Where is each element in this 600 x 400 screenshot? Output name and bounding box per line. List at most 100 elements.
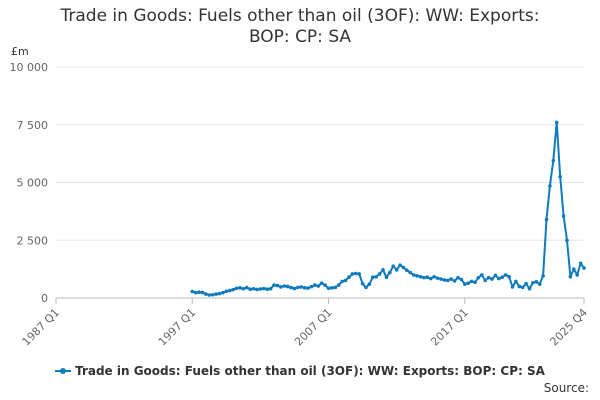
data-point[interactable] — [248, 287, 252, 292]
data-point[interactable] — [296, 285, 300, 290]
data-point[interactable] — [251, 286, 256, 291]
data-point[interactable] — [551, 158, 556, 163]
data-point[interactable] — [306, 286, 310, 290]
data-point[interactable] — [507, 274, 511, 279]
data-point[interactable] — [473, 280, 477, 285]
data-point[interactable] — [374, 274, 379, 279]
data-point[interactable] — [445, 278, 450, 283]
data-point[interactable] — [405, 268, 409, 273]
data-point[interactable] — [435, 276, 440, 280]
data-point[interactable] — [582, 266, 586, 270]
data-point[interactable] — [575, 273, 579, 277]
data-point[interactable] — [367, 282, 372, 286]
data-point[interactable] — [442, 278, 447, 282]
data-point[interactable] — [285, 284, 290, 289]
data-point[interactable] — [265, 287, 270, 292]
data-point[interactable] — [282, 284, 287, 288]
data-point[interactable] — [330, 286, 334, 290]
data-point[interactable] — [279, 285, 283, 289]
data-point[interactable] — [193, 290, 198, 295]
data-point[interactable] — [234, 286, 239, 291]
data-point[interactable] — [214, 292, 218, 296]
data-point[interactable] — [548, 184, 552, 188]
data-point[interactable] — [353, 271, 358, 276]
data-point[interactable] — [480, 273, 484, 277]
data-point[interactable] — [537, 282, 542, 286]
data-point[interactable] — [565, 238, 569, 243]
data-point[interactable] — [231, 287, 235, 292]
data-point[interactable] — [323, 283, 327, 287]
data-point[interactable] — [452, 279, 457, 283]
legend-item-series-1[interactable]: Trade in Goods: Fuels other than oil (3O… — [55, 364, 545, 378]
data-point[interactable] — [571, 267, 576, 271]
data-point[interactable] — [261, 286, 266, 291]
data-point[interactable] — [449, 277, 453, 281]
data-point[interactable] — [578, 261, 583, 266]
data-point[interactable] — [190, 289, 195, 294]
data-point[interactable] — [316, 284, 321, 288]
data-point[interactable] — [204, 292, 208, 296]
data-point[interactable] — [534, 280, 539, 284]
data-point[interactable] — [313, 283, 317, 287]
data-point[interactable] — [459, 277, 464, 282]
data-point[interactable] — [347, 275, 351, 280]
data-point[interactable] — [227, 288, 232, 293]
data-point[interactable] — [272, 283, 276, 287]
data-point[interactable] — [224, 289, 229, 294]
data-point[interactable] — [517, 284, 522, 289]
data-point[interactable] — [221, 290, 225, 295]
data-point[interactable] — [503, 273, 508, 277]
data-point[interactable] — [343, 278, 348, 283]
data-point[interactable] — [289, 285, 293, 290]
data-point[interactable] — [510, 285, 515, 289]
data-point[interactable] — [469, 279, 474, 284]
data-point[interactable] — [486, 275, 491, 280]
data-point[interactable] — [302, 286, 307, 290]
data-point[interactable] — [456, 275, 460, 280]
data-point[interactable] — [422, 275, 426, 280]
data-point[interactable] — [500, 275, 505, 280]
data-point[interactable] — [244, 285, 249, 290]
data-point[interactable] — [391, 264, 396, 268]
data-point[interactable] — [561, 214, 566, 218]
data-point[interactable] — [340, 279, 344, 284]
data-point[interactable] — [524, 281, 528, 286]
data-point[interactable] — [238, 286, 242, 290]
data-point[interactable] — [275, 283, 280, 288]
data-point[interactable] — [326, 286, 331, 291]
data-point[interactable] — [207, 293, 212, 297]
data-point[interactable] — [415, 274, 419, 278]
data-point[interactable] — [428, 276, 433, 281]
data-point[interactable] — [497, 276, 501, 281]
data-point[interactable] — [568, 274, 573, 279]
data-point[interactable] — [558, 174, 562, 179]
data-point[interactable] — [200, 290, 205, 295]
data-point[interactable] — [411, 273, 416, 277]
data-point[interactable] — [388, 270, 392, 275]
data-point[interactable] — [541, 274, 545, 278]
data-point[interactable] — [299, 285, 304, 289]
data-point[interactable] — [210, 292, 215, 297]
data-point[interactable] — [357, 272, 361, 276]
data-point[interactable] — [241, 286, 246, 291]
data-point[interactable] — [418, 274, 423, 279]
data-point[interactable] — [319, 281, 324, 286]
data-point[interactable] — [425, 275, 430, 280]
data-point[interactable] — [292, 286, 297, 291]
data-point[interactable] — [377, 272, 382, 276]
data-point[interactable] — [394, 268, 399, 272]
data-point[interactable] — [462, 282, 467, 286]
data-point[interactable] — [490, 277, 494, 281]
data-point[interactable] — [520, 285, 525, 290]
data-point[interactable] — [493, 273, 498, 278]
data-point[interactable] — [514, 279, 518, 284]
data-point[interactable] — [432, 274, 436, 279]
data-point[interactable] — [476, 275, 481, 280]
data-point[interactable] — [268, 286, 273, 291]
data-point[interactable] — [483, 278, 488, 283]
data-point[interactable] — [350, 272, 355, 276]
data-point[interactable] — [554, 120, 559, 125]
data-point[interactable] — [531, 280, 535, 285]
data-point[interactable] — [527, 286, 532, 291]
data-point[interactable] — [217, 291, 222, 296]
